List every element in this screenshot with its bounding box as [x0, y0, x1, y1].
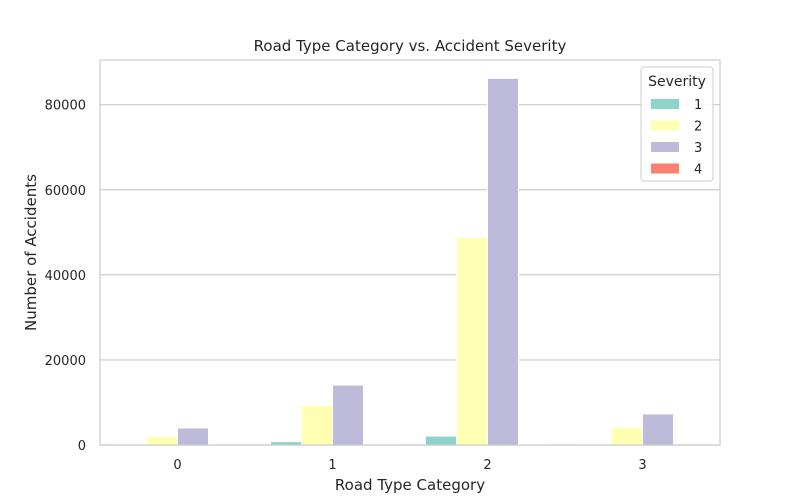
y-tick-labels: 0 20000 40000 60000 80000: [45, 99, 86, 454]
bar-severity-2-category-1: [301, 404, 333, 446]
bar-severity-2-category-2: [456, 236, 488, 446]
x-tick-label: 3: [638, 458, 646, 473]
bar-severity-1-category-2: [425, 435, 457, 446]
bars: [115, 77, 705, 446]
chart-title: Road Type Category vs. Accident Severity: [254, 37, 567, 55]
x-tick-label: 0: [173, 458, 181, 473]
y-axis-label: Number of Accidents: [22, 174, 40, 331]
legend-entry: 1: [694, 98, 702, 113]
y-tick-label: 60000: [45, 184, 86, 199]
legend-swatch: [651, 120, 679, 131]
legend-swatch: [651, 99, 679, 109]
x-tick-label: 1: [328, 458, 336, 473]
x-tick-label: 2: [483, 458, 491, 473]
bar-severity-3-category-3: [642, 413, 674, 446]
legend-swatch: [651, 163, 679, 174]
bar-severity-3-category-1: [332, 384, 364, 446]
legend-entry: 4: [694, 163, 702, 178]
bar-severity-2-category-3: [611, 426, 643, 446]
bar-severity-3-category-0: [177, 427, 209, 446]
legend: Severity 1 2 3 4: [640, 66, 714, 182]
y-tick-label: 0: [78, 439, 86, 454]
plot-frame: [99, 59, 721, 446]
legend-title: Severity: [648, 74, 706, 90]
legend-entry: 2: [694, 120, 702, 135]
y-tick-label: 40000: [45, 269, 86, 284]
legend-swatch: [651, 142, 679, 152]
legend-entry: 3: [694, 141, 702, 156]
grid-lines: [100, 104, 720, 446]
x-tick-labels: 0 1 2 3: [173, 458, 646, 473]
y-tick-label: 20000: [45, 354, 86, 369]
x-axis-label: Road Type Category: [335, 476, 485, 494]
y-tick-label: 80000: [45, 99, 86, 114]
bar-severity-2-category-0: [146, 435, 178, 446]
bar-severity-3-category-2: [487, 77, 519, 446]
